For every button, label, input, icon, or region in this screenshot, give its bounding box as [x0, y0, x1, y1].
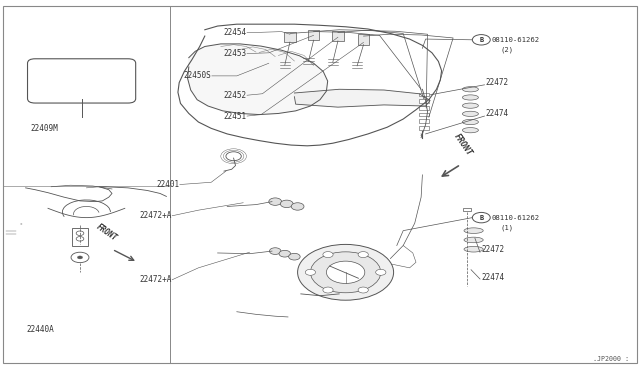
Circle shape	[279, 250, 291, 257]
Text: 22472+A: 22472+A	[139, 275, 172, 284]
Text: 22409M: 22409M	[31, 124, 58, 133]
Circle shape	[76, 231, 84, 235]
Text: 22472: 22472	[481, 245, 504, 254]
Ellipse shape	[462, 103, 479, 108]
Text: FRONT: FRONT	[452, 132, 474, 158]
Text: B: B	[479, 37, 483, 43]
FancyBboxPatch shape	[419, 93, 429, 96]
Circle shape	[76, 237, 84, 241]
Text: 08110-61262: 08110-61262	[492, 215, 540, 221]
Text: 22474: 22474	[485, 109, 508, 118]
Text: (2): (2)	[500, 46, 514, 53]
Circle shape	[358, 251, 369, 257]
Text: B: B	[479, 215, 483, 221]
FancyBboxPatch shape	[358, 34, 369, 45]
FancyBboxPatch shape	[332, 31, 344, 41]
Text: (1): (1)	[500, 224, 514, 231]
Circle shape	[472, 35, 490, 45]
Ellipse shape	[464, 228, 483, 234]
Circle shape	[310, 252, 381, 293]
Text: 22453: 22453	[223, 49, 246, 58]
Circle shape	[291, 203, 304, 210]
Circle shape	[358, 287, 369, 293]
Circle shape	[472, 212, 490, 223]
FancyBboxPatch shape	[419, 126, 429, 130]
Text: 22472: 22472	[485, 78, 508, 87]
Ellipse shape	[462, 119, 479, 125]
Ellipse shape	[462, 111, 479, 116]
Text: °: °	[19, 223, 22, 228]
Polygon shape	[188, 44, 328, 115]
Text: 22452: 22452	[223, 91, 246, 100]
Circle shape	[323, 287, 333, 293]
FancyBboxPatch shape	[28, 59, 136, 103]
Circle shape	[71, 252, 89, 263]
Circle shape	[289, 253, 300, 260]
Ellipse shape	[464, 237, 483, 243]
Text: FRONT: FRONT	[95, 222, 119, 243]
FancyBboxPatch shape	[419, 99, 429, 103]
FancyBboxPatch shape	[463, 208, 471, 211]
Circle shape	[226, 152, 241, 161]
Circle shape	[305, 269, 316, 275]
Polygon shape	[294, 89, 430, 107]
Circle shape	[326, 261, 365, 283]
Ellipse shape	[462, 128, 479, 133]
Text: 08110-61262: 08110-61262	[492, 37, 540, 43]
Ellipse shape	[462, 95, 479, 100]
FancyBboxPatch shape	[308, 30, 319, 40]
Ellipse shape	[462, 87, 479, 92]
FancyBboxPatch shape	[284, 32, 296, 42]
Ellipse shape	[464, 246, 483, 252]
Text: 22401: 22401	[156, 180, 179, 189]
Circle shape	[280, 200, 293, 208]
Text: 22454: 22454	[223, 28, 246, 37]
Text: 22474: 22474	[481, 273, 504, 282]
Circle shape	[298, 244, 394, 300]
Circle shape	[269, 248, 281, 254]
Circle shape	[269, 198, 282, 205]
FancyBboxPatch shape	[419, 113, 429, 116]
FancyBboxPatch shape	[419, 119, 429, 123]
Text: 22440A: 22440A	[27, 325, 54, 334]
Text: .JP2000 :: .JP2000 :	[593, 356, 629, 362]
Circle shape	[323, 251, 333, 257]
Circle shape	[376, 269, 386, 275]
Text: 22472+A: 22472+A	[139, 211, 172, 220]
FancyBboxPatch shape	[419, 106, 429, 110]
Text: 22451: 22451	[223, 112, 246, 121]
Text: 22450S: 22450S	[184, 71, 211, 80]
FancyBboxPatch shape	[72, 228, 88, 246]
Circle shape	[77, 256, 83, 259]
